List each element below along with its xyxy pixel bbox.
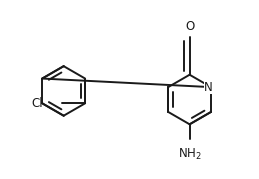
Text: O: O (185, 20, 194, 33)
Text: Cl: Cl (31, 97, 43, 110)
Text: NH$_2$: NH$_2$ (178, 147, 202, 162)
Text: N: N (204, 81, 213, 94)
